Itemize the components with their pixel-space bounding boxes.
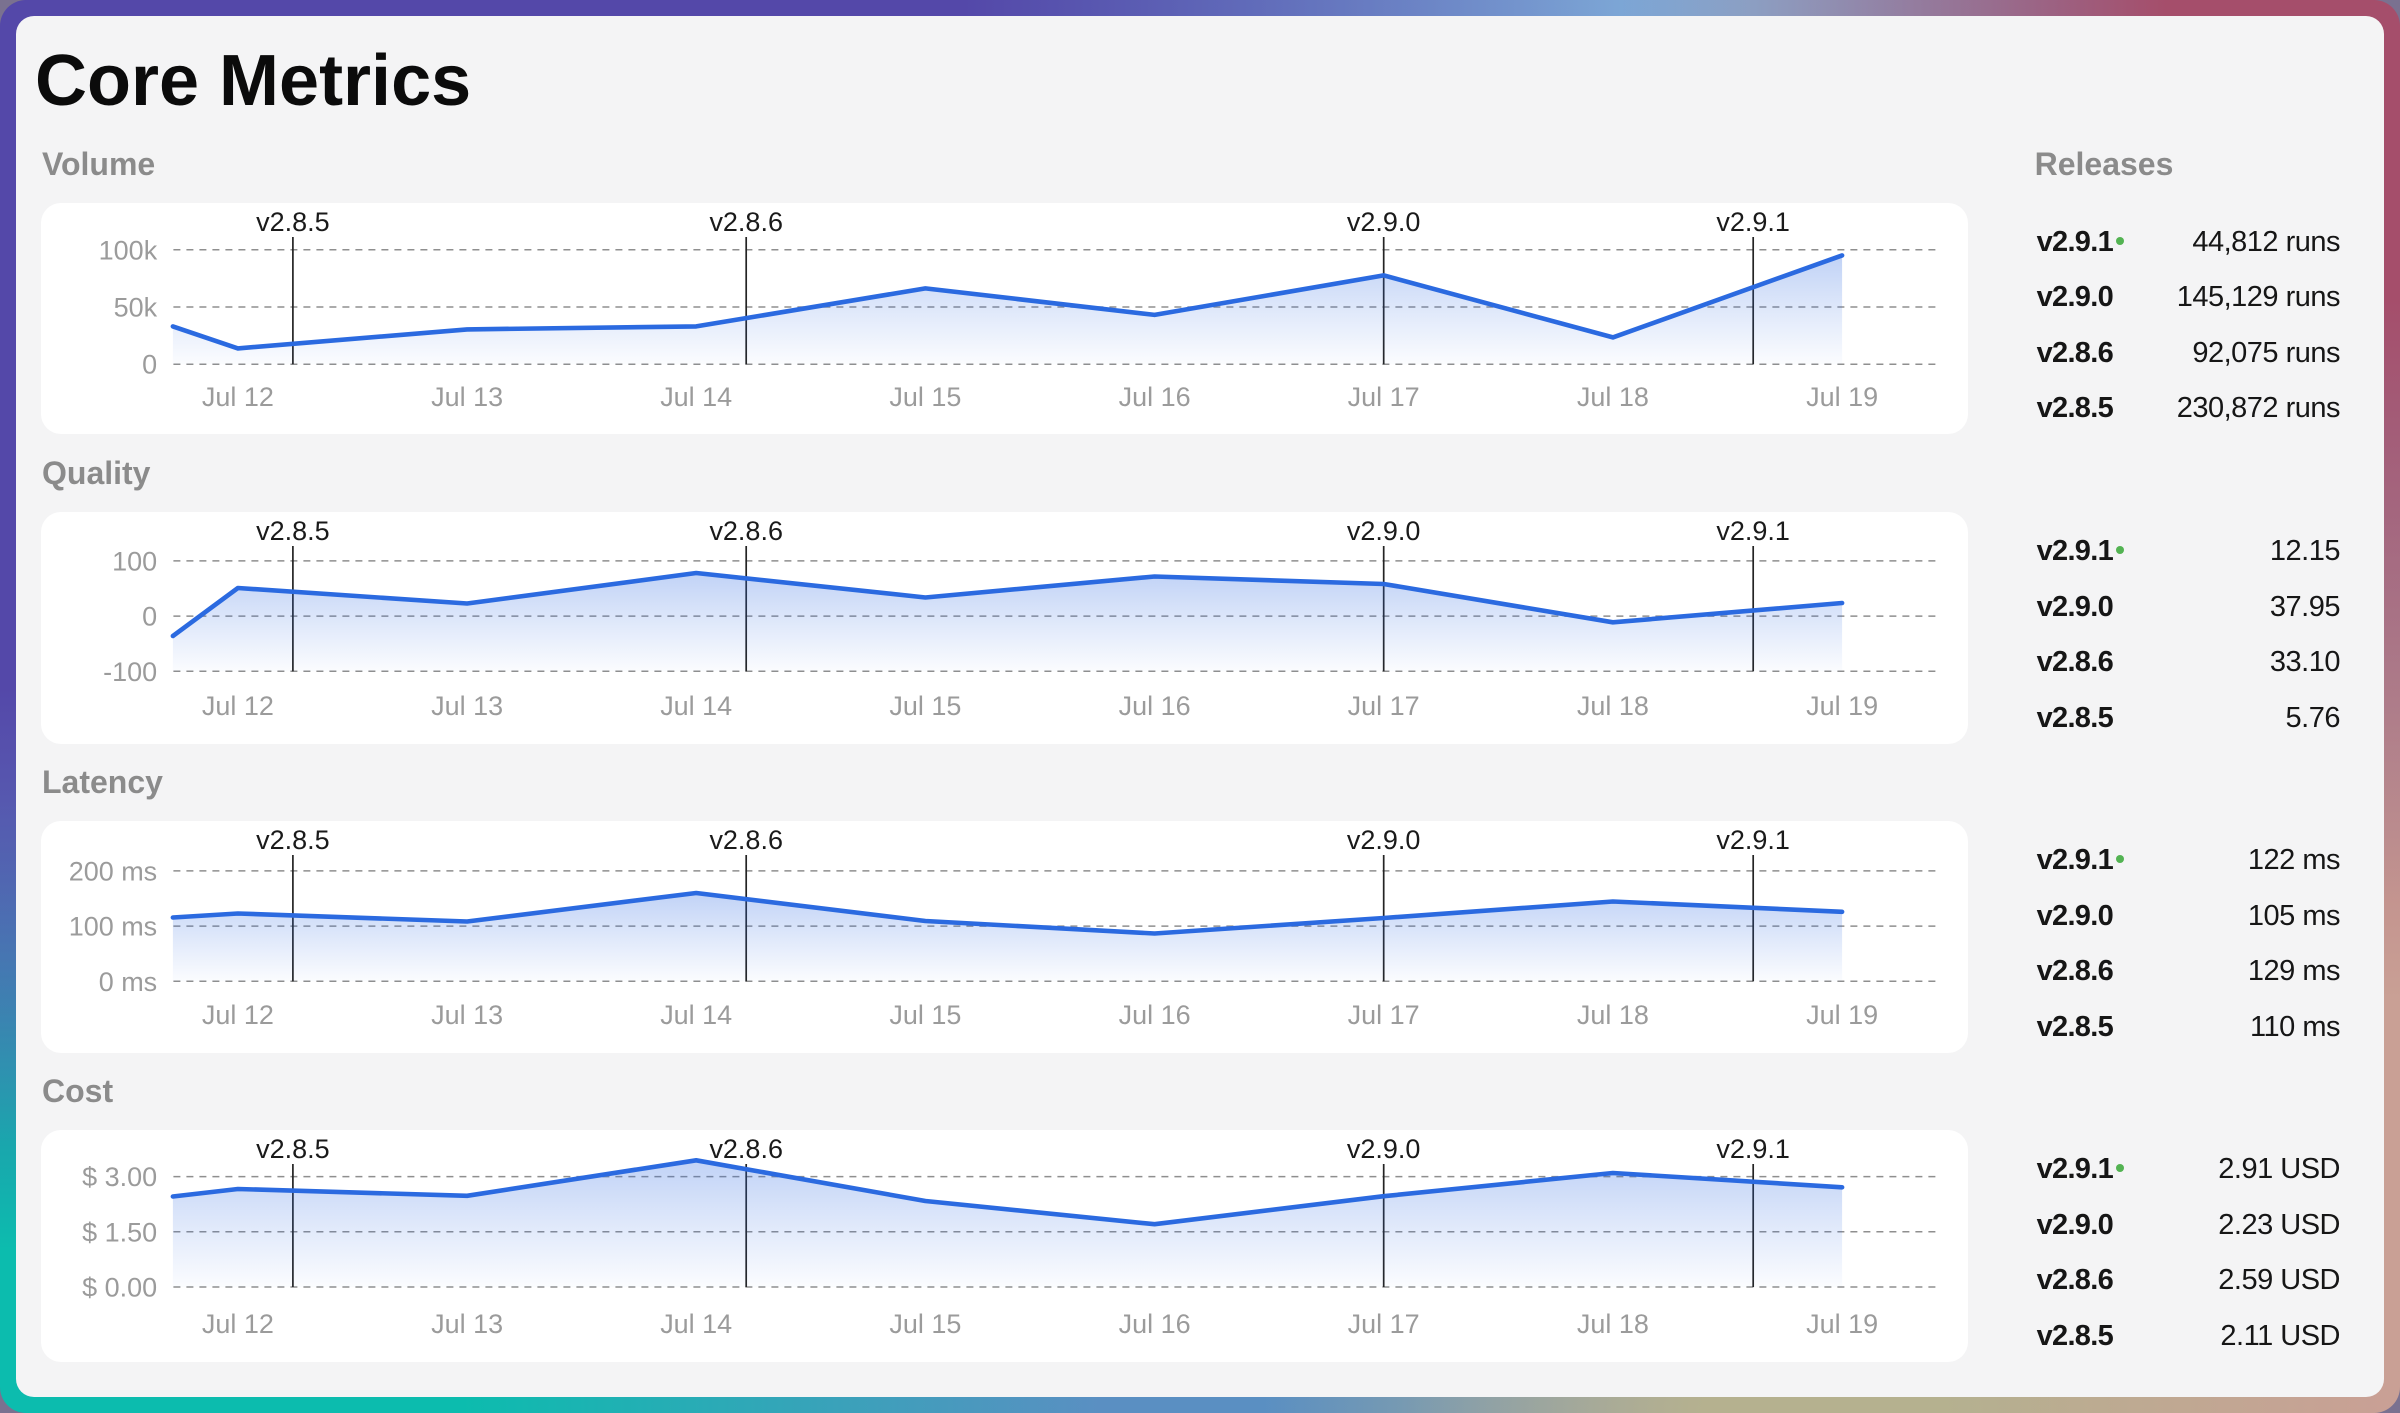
svg-text:100k: 100k [98,235,157,265]
svg-text:-100: -100 [103,657,157,687]
svg-text:Jul 13: Jul 13 [431,1000,503,1030]
svg-text:50k: 50k [113,292,157,322]
svg-text:v2.8.5: v2.8.5 [256,1134,330,1164]
svg-text:100: 100 [112,546,157,576]
svg-text:Jul 14: Jul 14 [660,382,732,412]
svg-text:Jul 18: Jul 18 [1576,382,1648,412]
svg-text:Jul 17: Jul 17 [1347,1309,1419,1339]
svg-text:200 ms: 200 ms [68,856,157,886]
svg-text:$ 0.00: $ 0.00 [82,1273,157,1303]
svg-text:v2.9.0: v2.9.0 [1347,1134,1421,1164]
svg-text:Jul 16: Jul 16 [1118,382,1190,412]
svg-text:v2.8.6: v2.8.6 [709,1134,783,1164]
svg-text:Jul 17: Jul 17 [1347,1000,1419,1030]
svg-text:v2.9.1: v2.9.1 [1716,516,1790,546]
svg-text:Jul 17: Jul 17 [1347,691,1419,721]
svg-text:v2.8.6: v2.8.6 [709,516,783,546]
svg-text:0 ms: 0 ms [98,967,156,997]
svg-text:Jul 14: Jul 14 [660,1309,732,1339]
svg-text:v2.9.0: v2.9.0 [1347,516,1421,546]
svg-text:Jul 19: Jul 19 [1806,382,1878,412]
svg-text:100 ms: 100 ms [68,912,157,942]
svg-text:v2.9.1: v2.9.1 [1716,825,1790,855]
svg-text:v2.9.0: v2.9.0 [1347,825,1421,855]
svg-text:Jul 13: Jul 13 [431,691,503,721]
svg-text:Jul 12: Jul 12 [201,691,273,721]
svg-text:v2.8.5: v2.8.5 [256,206,330,236]
svg-text:v2.9.1: v2.9.1 [1716,206,1790,236]
svg-text:$ 3.00: $ 3.00 [82,1162,157,1192]
svg-text:v2.8.6: v2.8.6 [709,825,783,855]
svg-text:Jul 16: Jul 16 [1118,691,1190,721]
svg-text:Jul 15: Jul 15 [889,691,961,721]
svg-text:v2.8.5: v2.8.5 [256,825,330,855]
svg-text:Jul 18: Jul 18 [1576,691,1648,721]
svg-text:Jul 16: Jul 16 [1118,1309,1190,1339]
svg-text:Jul 13: Jul 13 [431,382,503,412]
svg-text:Jul 14: Jul 14 [660,1000,732,1030]
svg-text:0: 0 [142,602,157,632]
svg-text:Jul 12: Jul 12 [201,382,273,412]
svg-text:v2.8.6: v2.8.6 [709,206,783,236]
svg-text:v2.9.1: v2.9.1 [1716,1134,1790,1164]
svg-text:Jul 15: Jul 15 [889,1000,961,1030]
svg-text:Jul 17: Jul 17 [1347,382,1419,412]
svg-text:v2.9.0: v2.9.0 [1347,206,1421,236]
svg-text:Jul 12: Jul 12 [201,1309,273,1339]
svg-text:Jul 16: Jul 16 [1118,1000,1190,1030]
svg-text:Jul 18: Jul 18 [1576,1309,1648,1339]
svg-text:Jul 19: Jul 19 [1806,1000,1878,1030]
svg-text:Jul 14: Jul 14 [660,691,732,721]
svg-text:Jul 13: Jul 13 [431,1309,503,1339]
svg-text:Jul 19: Jul 19 [1806,691,1878,721]
svg-text:Jul 19: Jul 19 [1806,1309,1878,1339]
svg-text:$ 1.50: $ 1.50 [82,1217,157,1247]
svg-text:0: 0 [142,349,157,379]
svg-text:Jul 15: Jul 15 [889,1309,961,1339]
svg-text:Jul 12: Jul 12 [201,1000,273,1030]
svg-text:Jul 18: Jul 18 [1576,1000,1648,1030]
svg-text:Jul 15: Jul 15 [889,382,961,412]
svg-text:v2.8.5: v2.8.5 [256,516,330,546]
